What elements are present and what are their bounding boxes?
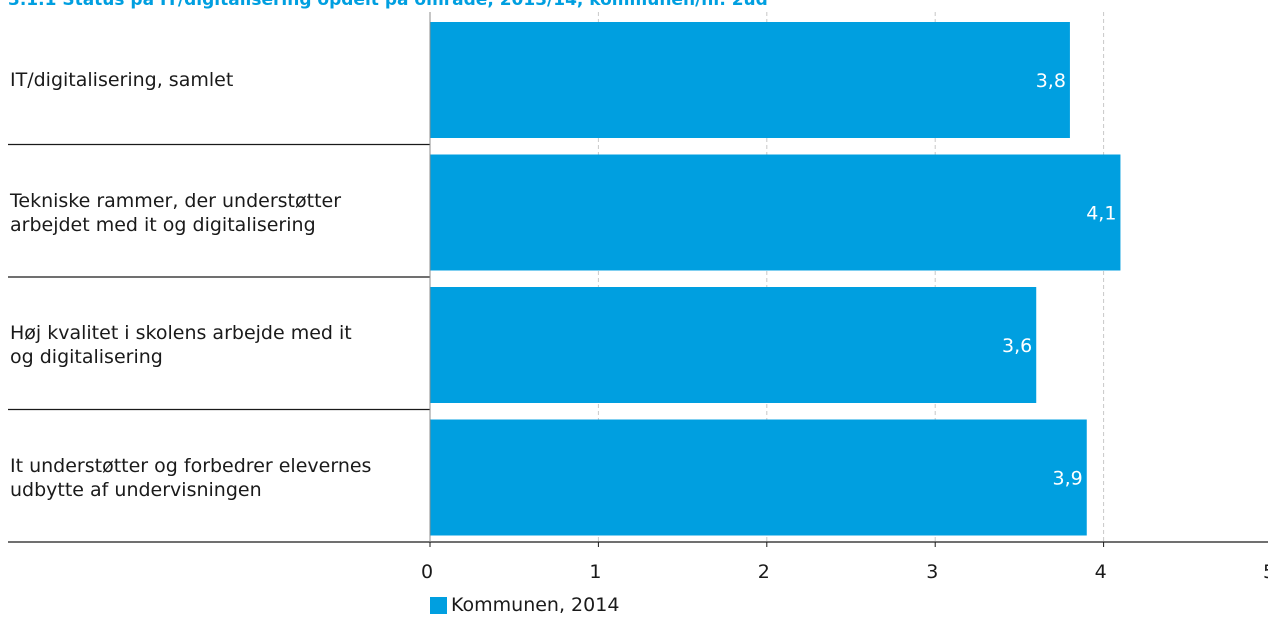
bar (430, 22, 1070, 138)
category-label-line: It understøtter og forbedrer elevernes (10, 454, 372, 477)
category-label-line: udbytte af undervisningen (10, 478, 262, 501)
bar-value-label: 4,1 (1086, 203, 1116, 225)
x-tick-label: 2 (757, 561, 770, 583)
axes (8, 12, 1268, 547)
x-tick-label: 3 (926, 561, 939, 583)
category-label: It understøtter og forbedrer elevernes ud… (10, 454, 425, 502)
bar (430, 154, 1121, 271)
x-tick-label: 5 (1263, 561, 1268, 583)
bar-value-label: 3,9 (1053, 468, 1083, 490)
x-tick-label: 4 (1094, 561, 1107, 583)
category-label: Tekniske rammer, der understøtter arbejde… (10, 189, 425, 237)
category-label: Høj kvalitet i skolens arbejde med it og … (10, 321, 425, 369)
category-label: IT/digitalisering, samlet (10, 68, 425, 92)
category-label-line: Høj kvalitet i skolens arbejde med it (10, 322, 352, 345)
bar (430, 287, 1037, 403)
legend-label: Kommunen, 2014 (451, 594, 620, 616)
legend: Kommunen, 2014 (430, 594, 619, 616)
category-label-line: Tekniske rammer, der understøtter (10, 189, 342, 212)
bar (430, 419, 1087, 536)
category-label-line: IT/digitalisering, samlet (10, 69, 234, 92)
chart-title: 3.1.1 Status på IT/digitalisering opdelt… (8, 0, 768, 10)
category-label-line: arbejdet med it og digitalisering (10, 213, 316, 236)
bars: 3,8 4,1 3,6 3,9 (430, 22, 1121, 536)
category-label-line: og digitalisering (10, 346, 163, 369)
bar-value-label: 3,8 (1036, 70, 1066, 92)
bar-value-label: 3,6 (1002, 335, 1032, 357)
legend-swatch (430, 596, 447, 614)
x-tick-label: 1 (589, 561, 602, 583)
x-tick-label: 0 (421, 561, 434, 583)
